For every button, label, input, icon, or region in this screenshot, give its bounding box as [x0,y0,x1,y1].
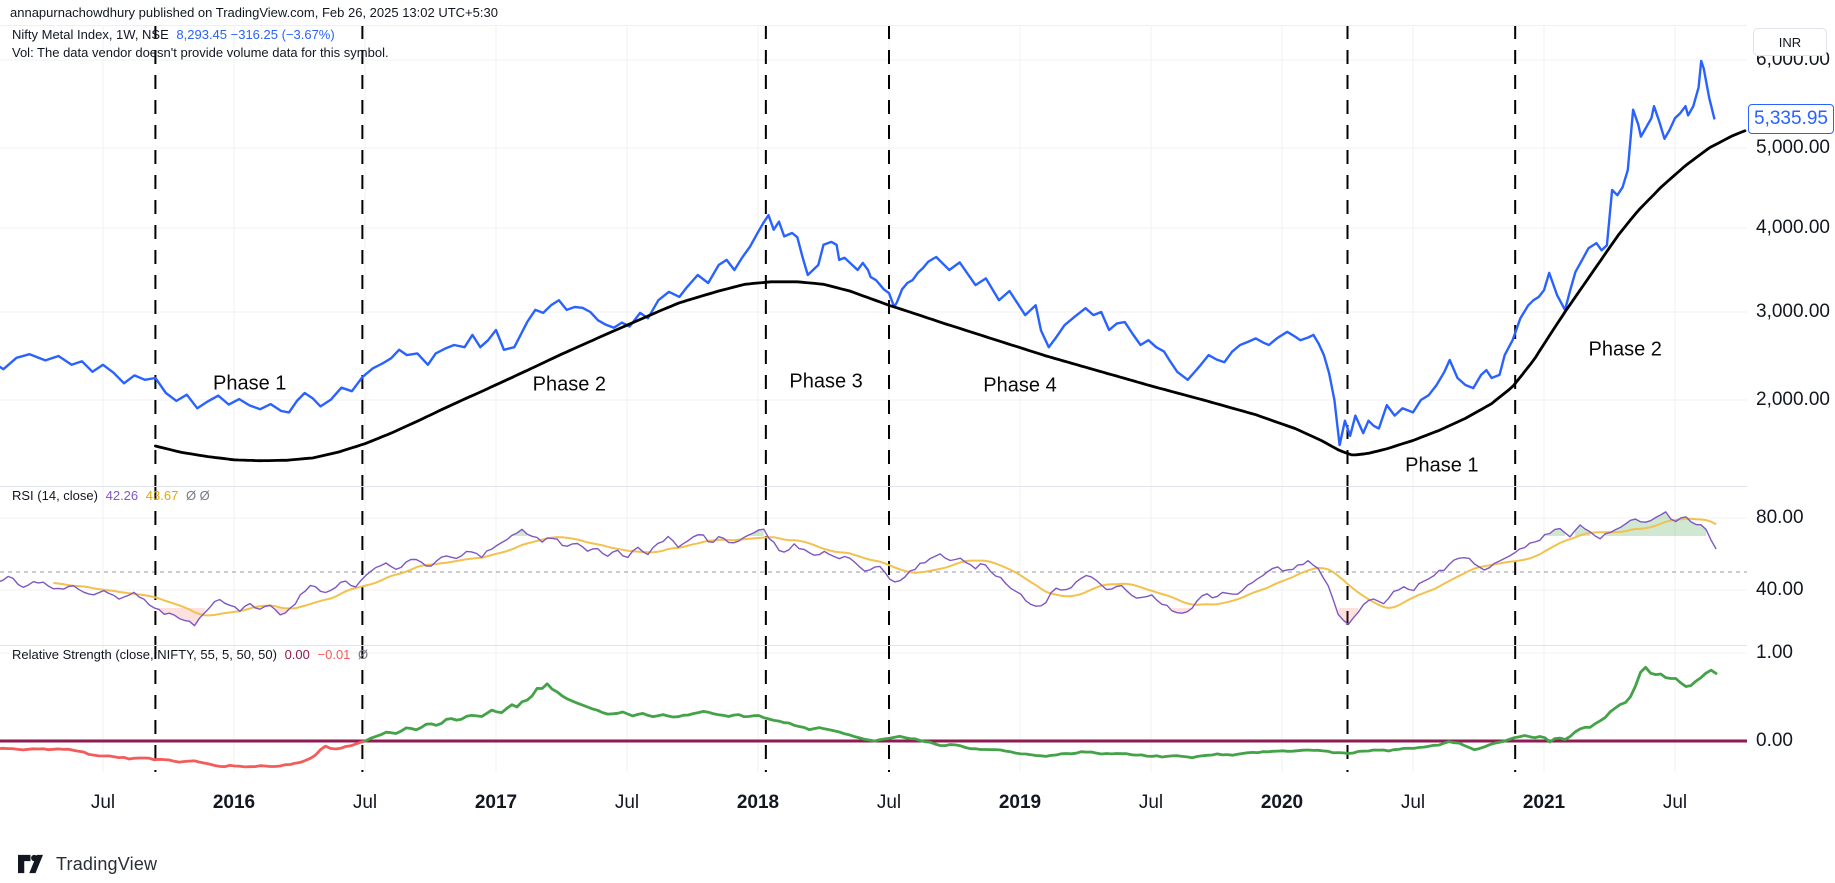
rsi-ma-line[interactable] [53,517,1717,617]
rsi-axis-label: 40.00 [1756,579,1804,600]
rsi-flag-icons: Ø Ø [185,488,210,503]
footer: TradingView [0,845,1835,883]
rsi-axis-label: 80.00 [1756,507,1804,528]
divider [0,25,1835,26]
rsi-value: 42.26 [105,488,139,503]
price-axis-label: 3,000.00 [1756,301,1830,322]
time-axis-label: Jul [1400,792,1426,813]
time-axis-label: Jul [90,792,116,813]
attribution-bar: annapurnachowdhury published on TradingV… [0,0,1835,25]
rs-line-outperform[interactable] [920,739,1507,760]
volume-note: Vol: The data vendor doesn't provide vol… [12,45,389,60]
rsi-ma-value: 43.67 [145,488,179,503]
rsi-oversold-fill [1172,608,1193,614]
rsi-oversold-fill [159,608,205,626]
price-axis-label: 2,000.00 [1756,389,1830,410]
tradingview-brand-text[interactable]: TradingView [56,853,158,874]
time-axis[interactable]: Jul 2016 Jul 2017 Jul 2018 Jul 2019 Jul 2020 Jul 20… [0,772,1835,845]
time-axis-label: 2016 [212,792,256,813]
rs-legend[interactable]: Relative Strength (close, NIFTY, 55, 5, … [12,647,372,662]
price-line[interactable] [0,59,1716,447]
time-axis-label: 2019 [998,792,1042,813]
currency-button[interactable]: INR [1753,28,1827,56]
last-price-label: 5,335.95 [1748,104,1834,135]
panel-divider[interactable] [0,645,1835,646]
time-axis-label: 2017 [474,792,518,813]
symbol-values: 8,293.45 −316.25 (−3.67%) [176,27,335,42]
rs-value: 0.00 [284,647,310,662]
price-axis[interactable]: INR 5,335.95 6,000.00 5,000.00 4,000.00 3,0… [1747,25,1835,772]
time-axis-label: Jul [1138,792,1164,813]
time-axis-label: 2020 [1260,792,1304,813]
symbol-title[interactable]: Nifty Metal Index, 1W, NSE [12,27,169,42]
rs-line-outperform[interactable] [1549,665,1718,743]
time-axis-label: Jul [614,792,640,813]
panel-divider[interactable] [0,486,1835,487]
rsi-line[interactable] [0,511,1717,627]
rs-line-outperform[interactable] [363,682,876,743]
rs-line-underperform[interactable] [0,739,367,769]
price-axis-label: 5,000.00 [1756,137,1830,158]
rsi-oversold-fill [1338,608,1359,625]
rsi-legend-title[interactable]: RSI (14, close) [12,488,98,503]
rs-axis-label: 0.00 [1756,730,1793,751]
time-axis-label: 2018 [736,792,780,813]
time-axis-label: 2021 [1522,792,1566,813]
rs-legend-title[interactable]: Relative Strength (close, NIFTY, 55, 5, … [12,647,277,662]
rs-flag-icon: Ø [358,647,369,662]
time-axis-label: Jul [352,792,378,813]
rsi-legend[interactable]: RSI (14, close) 42.26 43.67 Ø Ø [12,488,214,503]
time-axis-label: Jul [876,792,902,813]
rs-line-outperform[interactable] [1503,734,1551,743]
rs-axis-label: 1.00 [1756,642,1793,663]
rsi-overbought-fill [748,529,764,536]
tradingview-logo-icon[interactable] [18,854,48,874]
smoothed-trend-line[interactable] [154,129,1747,463]
rsi-panel[interactable] [0,486,1747,645]
attribution-text: annapurnachowdhury published on TradingV… [10,5,498,20]
main-legend[interactable]: Nifty Metal Index, 1W, NSE 8,293.45 −316… [12,27,339,42]
time-axis-label: Jul [1662,792,1688,813]
rs-line-outperform[interactable] [873,734,924,743]
price-axis-label: 4,000.00 [1756,217,1830,238]
price-chart-panel[interactable] [0,25,1747,486]
rs-ma-value: −0.01 [317,647,351,662]
relative-strength-panel[interactable] [0,645,1747,772]
